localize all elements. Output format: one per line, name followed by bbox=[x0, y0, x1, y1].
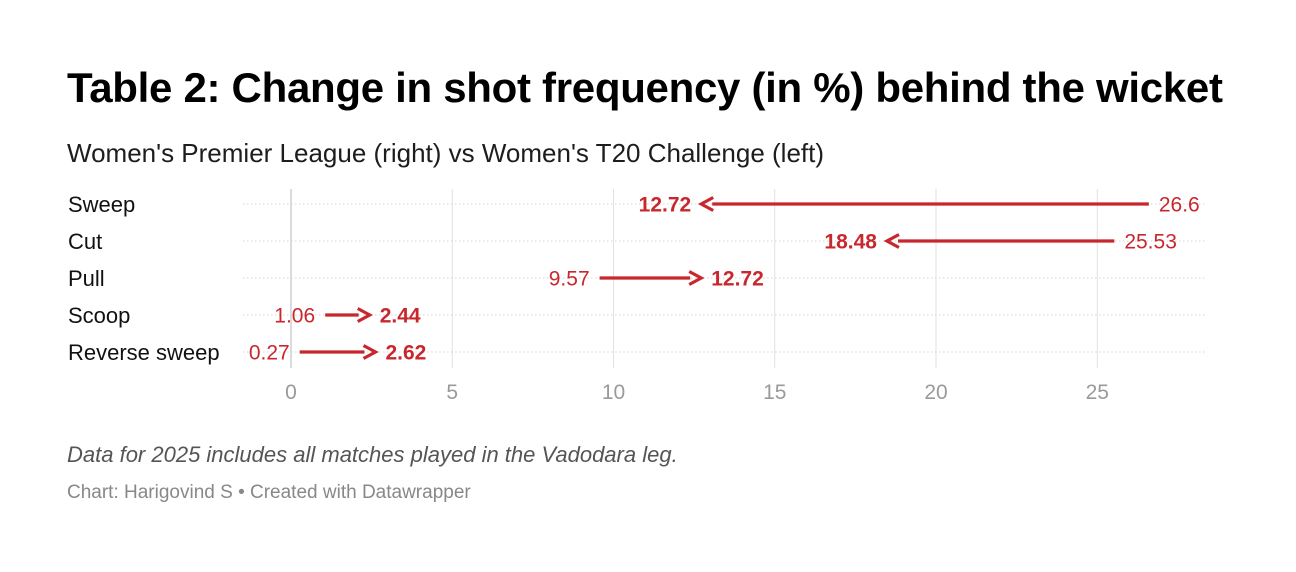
chart-subtitle: Women's Premier League (right) vs Women'… bbox=[67, 138, 824, 169]
category-label: Reverse sweep bbox=[68, 340, 220, 365]
x-tick-label: 25 bbox=[1086, 381, 1109, 404]
arrow-chart: 0 5 10 15 20 25 Sweep 26.6 12.72 Cut 25.53 18.48 Pul… bbox=[0, 180, 1296, 420]
value-label-to: 18.48 bbox=[824, 231, 877, 254]
value-label-to: 12.72 bbox=[711, 268, 764, 291]
x-tick-label: 10 bbox=[602, 381, 625, 404]
value-label-from: 25.53 bbox=[1124, 231, 1177, 254]
x-tick-label: 5 bbox=[446, 381, 458, 404]
category-label: Scoop bbox=[68, 303, 130, 328]
chart-notes: Data for 2025 includes all matches playe… bbox=[67, 442, 678, 468]
category-label: Cut bbox=[68, 229, 102, 254]
x-tick-label: 20 bbox=[924, 381, 947, 404]
chart-title: Table 2: Change in shot frequency (in %)… bbox=[67, 64, 1223, 112]
arrow-head bbox=[363, 346, 375, 359]
x-tick-label: 0 bbox=[285, 381, 297, 404]
value-label-to: 12.72 bbox=[639, 194, 692, 217]
value-label-to: 2.44 bbox=[380, 305, 421, 328]
value-label-from: 26.6 bbox=[1159, 194, 1200, 217]
x-tick-label: 15 bbox=[763, 381, 786, 404]
chart-source: Chart: Harigovind S • Created with Dataw… bbox=[67, 482, 471, 504]
value-label-from: 9.57 bbox=[549, 268, 590, 291]
category-label: Pull bbox=[68, 266, 105, 291]
value-label-to: 2.62 bbox=[385, 342, 426, 365]
arrow-head bbox=[887, 235, 899, 248]
value-label-from: 0.27 bbox=[249, 342, 290, 365]
value-label-from: 1.06 bbox=[274, 305, 315, 328]
category-label: Sweep bbox=[68, 192, 135, 217]
